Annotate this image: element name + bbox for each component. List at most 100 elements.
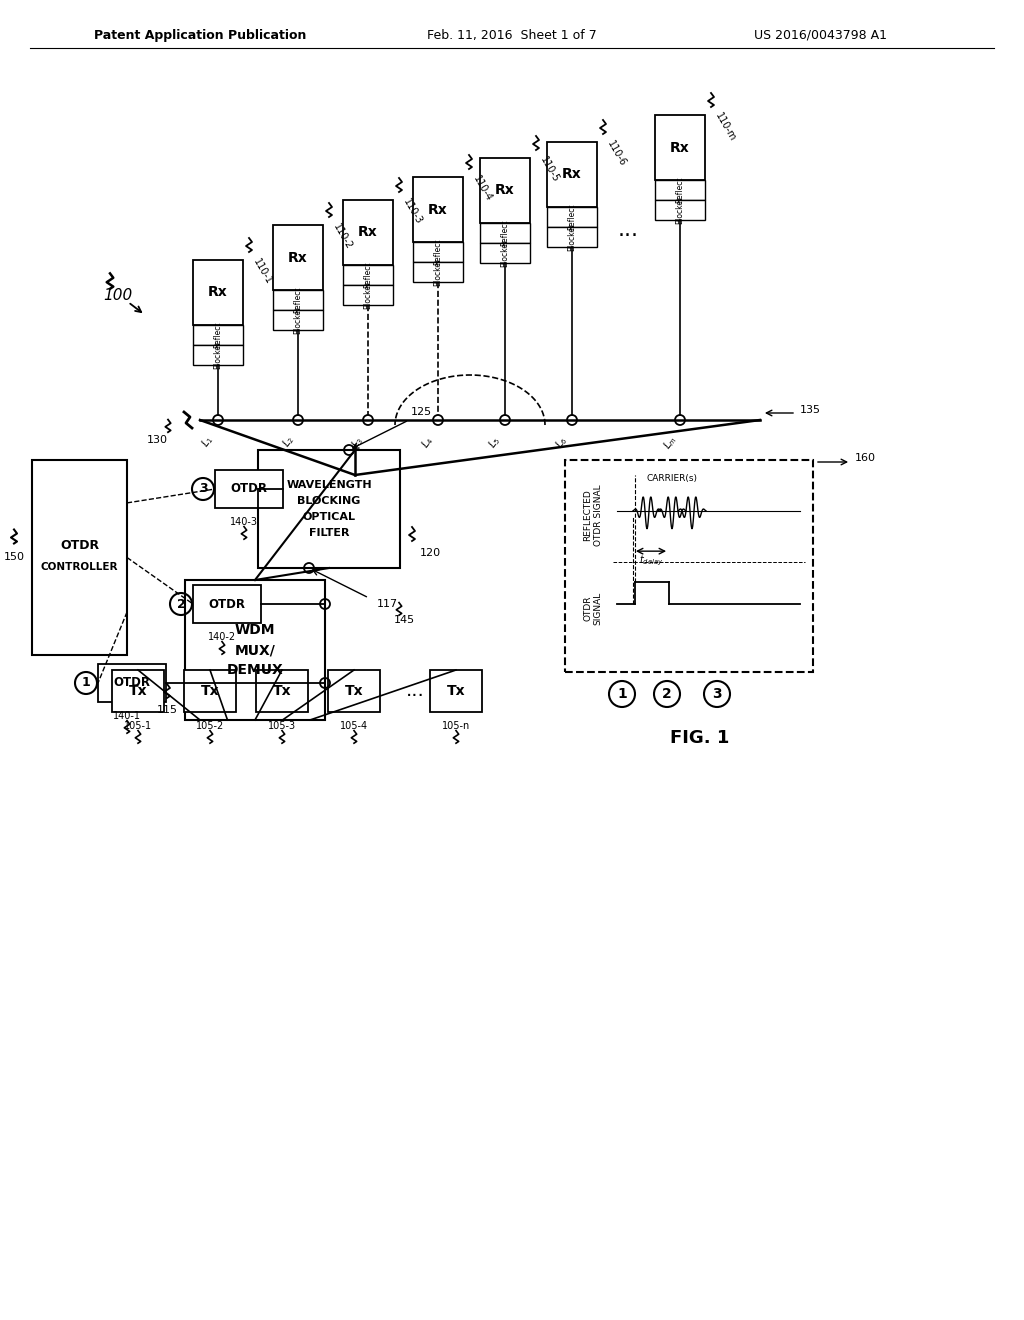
Text: 140-3: 140-3 (230, 517, 258, 527)
Text: Rx: Rx (496, 183, 515, 198)
Text: OTDR
SIGNAL: OTDR SIGNAL (584, 591, 603, 626)
Text: CARRIER(s): CARRIER(s) (646, 474, 697, 483)
Bar (480, 243, 530, 263)
Text: 2: 2 (176, 598, 185, 610)
Text: 105-3: 105-3 (268, 721, 296, 731)
Bar (273, 224, 323, 290)
Text: Blocker: Blocker (676, 195, 684, 224)
Text: 1: 1 (82, 676, 90, 689)
Text: FIG. 1: FIG. 1 (671, 729, 730, 747)
Text: 105-4: 105-4 (340, 721, 368, 731)
Text: 150: 150 (3, 553, 25, 562)
Text: WDM: WDM (234, 623, 275, 638)
Bar (98, 664, 166, 702)
Text: Tx: Tx (345, 684, 364, 698)
Text: FILTER: FILTER (309, 528, 349, 539)
Text: 105-n: 105-n (442, 721, 470, 731)
Text: WAVELENGTH: WAVELENGTH (286, 480, 372, 490)
Text: $L_5$: $L_5$ (486, 433, 504, 450)
Text: $L_m$: $L_m$ (660, 433, 680, 451)
Bar (32, 459, 127, 655)
Text: ...: ... (406, 681, 424, 701)
Bar (547, 207, 597, 227)
Bar (565, 459, 813, 672)
Bar (184, 671, 236, 711)
Bar (193, 325, 243, 345)
Text: 135: 135 (800, 405, 821, 414)
Bar (185, 579, 325, 719)
Text: 140-1: 140-1 (113, 711, 141, 721)
Text: Reflect: Reflect (294, 286, 302, 313)
Bar (193, 345, 243, 366)
Text: $L_4$: $L_4$ (419, 433, 437, 450)
Text: 110-1: 110-1 (251, 257, 273, 286)
Text: Reflect: Reflect (676, 177, 684, 203)
Bar (193, 260, 243, 325)
Text: US 2016/0043798 A1: US 2016/0043798 A1 (754, 29, 887, 41)
Text: OTDR: OTDR (209, 598, 246, 610)
Bar (112, 671, 164, 711)
Text: Rx: Rx (428, 202, 447, 216)
Text: Reflect: Reflect (567, 203, 577, 230)
Text: 110-m: 110-m (713, 111, 737, 143)
Text: Tx: Tx (129, 684, 147, 698)
Bar (655, 115, 705, 180)
Bar (480, 223, 530, 243)
Text: Tx: Tx (201, 684, 219, 698)
Text: 110-4: 110-4 (471, 174, 494, 203)
Bar (343, 265, 393, 285)
Bar (480, 158, 530, 223)
Text: 105-1: 105-1 (124, 721, 152, 731)
Text: Rx: Rx (562, 168, 582, 181)
Text: Tx: Tx (272, 684, 291, 698)
Text: 3: 3 (712, 686, 722, 701)
Bar (413, 242, 463, 261)
Text: Blocker: Blocker (294, 306, 302, 334)
Text: Reflect: Reflect (433, 239, 442, 265)
Text: 2: 2 (663, 686, 672, 701)
Bar (343, 201, 393, 265)
Text: Blocker: Blocker (501, 239, 510, 267)
Text: Blocker: Blocker (433, 257, 442, 286)
Text: 110-2: 110-2 (331, 222, 353, 252)
Text: OTDR: OTDR (60, 539, 99, 552)
Bar (273, 290, 323, 310)
Text: Feb. 11, 2016  Sheet 1 of 7: Feb. 11, 2016 Sheet 1 of 7 (427, 29, 597, 41)
Text: OTDR: OTDR (114, 676, 151, 689)
Bar (256, 671, 308, 711)
Text: 1: 1 (617, 686, 627, 701)
Text: 130: 130 (147, 436, 168, 445)
Bar (413, 177, 463, 242)
Text: Blocker: Blocker (567, 223, 577, 251)
Text: 140-2: 140-2 (208, 632, 237, 642)
Bar (430, 671, 482, 711)
Text: 115: 115 (157, 705, 177, 715)
Text: Blocker: Blocker (213, 341, 222, 370)
Text: 100: 100 (103, 288, 133, 302)
Text: 125: 125 (411, 407, 431, 417)
Text: Rx: Rx (670, 140, 690, 154)
Text: Patent Application Publication: Patent Application Publication (94, 29, 306, 41)
Text: 145: 145 (393, 615, 415, 624)
Text: CONTROLLER: CONTROLLER (41, 562, 118, 573)
Text: 110-5: 110-5 (538, 156, 561, 185)
Bar (273, 310, 323, 330)
Text: $t_{delay}$: $t_{delay}$ (639, 554, 664, 569)
Text: $L_6$: $L_6$ (553, 433, 571, 450)
Text: OTDR: OTDR (230, 483, 267, 495)
Text: $L_2$: $L_2$ (280, 433, 297, 450)
Text: Reflect: Reflect (213, 322, 222, 348)
Text: 105-2: 105-2 (196, 721, 224, 731)
Bar (258, 450, 400, 568)
Text: Reflect: Reflect (364, 261, 373, 288)
Bar (328, 671, 380, 711)
Text: Rx: Rx (208, 285, 228, 300)
Text: Blocker: Blocker (364, 281, 373, 309)
Text: Rx: Rx (288, 251, 308, 264)
Text: BLOCKING: BLOCKING (297, 496, 360, 506)
Text: 110-3: 110-3 (401, 198, 424, 227)
Text: Tx: Tx (446, 684, 465, 698)
Bar (547, 227, 597, 247)
Text: Reflect: Reflect (501, 219, 510, 247)
Text: OPTICAL: OPTICAL (302, 512, 355, 521)
